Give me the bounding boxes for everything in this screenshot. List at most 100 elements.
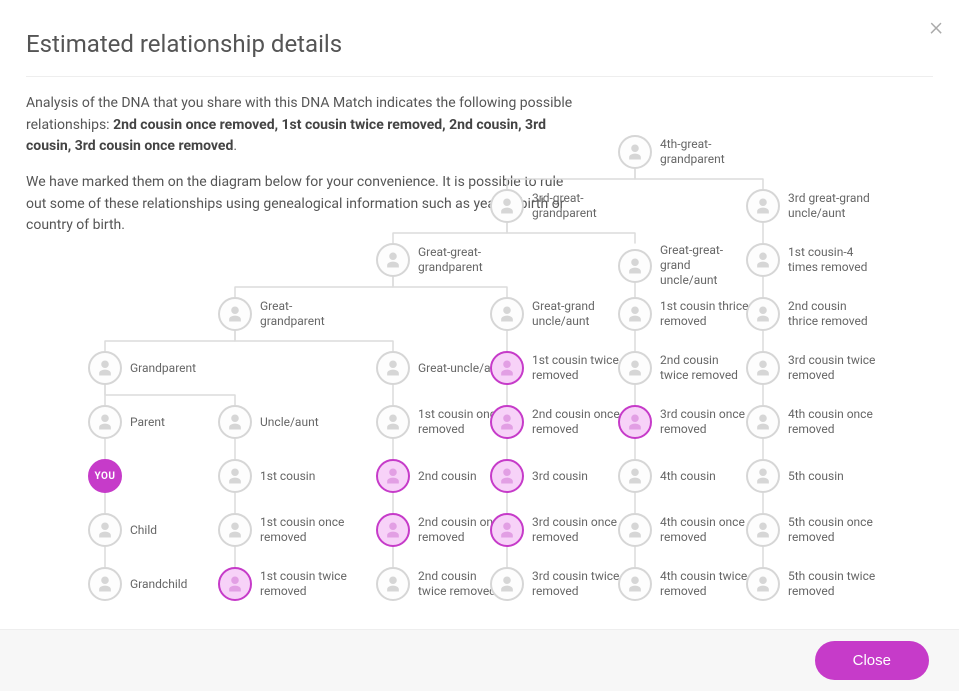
person-icon bbox=[376, 351, 410, 385]
tree-node-label: 1st cousin thrice removed bbox=[660, 299, 750, 329]
person-icon bbox=[490, 297, 524, 331]
person-icon bbox=[618, 513, 652, 547]
person-icon bbox=[746, 189, 780, 223]
person-icon bbox=[376, 567, 410, 601]
tree-node-n-r5c4: 3rd cousin once removed bbox=[618, 405, 750, 439]
person-icon bbox=[376, 243, 410, 277]
tree-node-label: Uncle/aunt bbox=[260, 415, 319, 430]
tree-node-label: Great-great-grand uncle/aunt bbox=[660, 243, 750, 288]
close-button[interactable]: Close bbox=[815, 641, 929, 680]
tree-node-n-r5c3: 2nd cousin once removed bbox=[490, 405, 622, 439]
tree-node-n-r4c0: Grandparent bbox=[88, 351, 196, 385]
tree-node-n-r5c5: 4th cousin once removed bbox=[746, 405, 878, 439]
person-icon bbox=[746, 405, 780, 439]
tree-node-label: 5th cousin once removed bbox=[788, 515, 878, 545]
tree-node-label: 1st cousin once removed bbox=[260, 515, 350, 545]
tree-node-label: 3rd cousin twice removed bbox=[788, 353, 878, 383]
person-icon bbox=[490, 513, 524, 547]
person-icon bbox=[218, 297, 252, 331]
tree-node-n-r5c0: Parent bbox=[88, 405, 165, 439]
person-icon bbox=[746, 243, 780, 277]
tree-node-label: 4th cousin twice removed bbox=[660, 569, 750, 599]
tree-node-label: 1st cousin-4 times removed bbox=[788, 245, 878, 275]
tree-node-n-r2c4: Great-great-grand uncle/aunt bbox=[618, 243, 750, 288]
tree-node-n-r1c5: 3rd great-grand uncle/aunt bbox=[746, 189, 878, 223]
tree-node-label: 1st cousin twice removed bbox=[532, 353, 622, 383]
tree-node-n-r7c2: 2nd cousin once removed bbox=[376, 513, 508, 547]
tree-node-n-r7c1: 1st cousin once removed bbox=[218, 513, 350, 547]
tree-node-label: 3rd cousin bbox=[532, 469, 588, 484]
person-icon bbox=[88, 567, 122, 601]
tree-node-n-r3c3: Great-grand uncle/aunt bbox=[490, 297, 622, 331]
tree-node-n-r7c3: 3rd cousin once removed bbox=[490, 513, 622, 547]
you-badge: YOU bbox=[88, 459, 122, 493]
person-icon bbox=[746, 459, 780, 493]
tree-node-n-r0c4: 4th-great-grandparent bbox=[618, 135, 750, 169]
person-icon bbox=[490, 405, 524, 439]
person-icon bbox=[618, 351, 652, 385]
divider bbox=[26, 76, 933, 77]
tree-node-label: 3rd-great-grandparent bbox=[532, 191, 622, 221]
tree-node-label: 4th cousin bbox=[660, 469, 716, 484]
tree-node-n-r7c5: 5th cousin once removed bbox=[746, 513, 878, 547]
tree-node-n-r6c1: 1st cousin bbox=[218, 459, 315, 493]
person-icon bbox=[490, 567, 524, 601]
tree-node-n-r6c5: 5th cousin bbox=[746, 459, 844, 493]
tree-node-n-r4c2: Great-uncle/aunt bbox=[376, 351, 508, 385]
tree-node-label: 5th cousin twice removed bbox=[788, 569, 878, 599]
tree-node-label: 3rd cousin once removed bbox=[660, 407, 750, 437]
tree-node-n-r6c3: 3rd cousin bbox=[490, 459, 588, 493]
person-icon bbox=[746, 297, 780, 331]
tree-node-n-r8c1: 1st cousin twice removed bbox=[218, 567, 350, 601]
person-icon bbox=[218, 459, 252, 493]
tree-node-label: 1st cousin bbox=[260, 469, 315, 484]
person-icon bbox=[746, 567, 780, 601]
person-icon bbox=[376, 513, 410, 547]
tree-node-n-r4c4: 2nd cousin twice removed bbox=[618, 351, 750, 385]
tree-node-n-r3c4: 1st cousin thrice removed bbox=[618, 297, 750, 331]
tree-node-label: 4th-great-grandparent bbox=[660, 137, 750, 167]
tree-node-n-r3c1: Great-grandparent bbox=[218, 297, 350, 331]
tree-node-n-r8c3: 3rd cousin twice removed bbox=[490, 567, 622, 601]
tree-node-n-r5c2: 1st cousin once removed bbox=[376, 405, 508, 439]
tree-node-label: 2nd cousin thrice removed bbox=[788, 299, 878, 329]
tree-node-n-r8c4: 4th cousin twice removed bbox=[618, 567, 750, 601]
tree-node-label: Grandchild bbox=[130, 577, 187, 592]
tree-node-label: Great-grandparent bbox=[260, 299, 350, 329]
tree-node-label: Child bbox=[130, 523, 157, 538]
person-icon bbox=[218, 405, 252, 439]
person-icon bbox=[746, 513, 780, 547]
tree-node-label: 5th cousin bbox=[788, 469, 844, 484]
tree-node-n-r4c5: 3rd cousin twice removed bbox=[746, 351, 878, 385]
tree-node-n-r4c3: 1st cousin twice removed bbox=[490, 351, 622, 385]
tree-node-n-r8c0: Grandchild bbox=[88, 567, 187, 601]
tree-node-n-r5c1: Uncle/aunt bbox=[218, 405, 319, 439]
tree-node-label: Great-grand uncle/aunt bbox=[532, 299, 622, 329]
tree-node-label: 3rd cousin twice removed bbox=[532, 569, 622, 599]
tree-node-label: Grandparent bbox=[130, 361, 196, 376]
tree-node-n-r2c2: Great-great-grandparent bbox=[376, 243, 508, 277]
tree-node-label: 1st cousin twice removed bbox=[260, 569, 350, 599]
tree-node-label: 2nd cousin twice removed bbox=[660, 353, 750, 383]
tree-node-n-r6c2: 2nd cousin bbox=[376, 459, 477, 493]
tree-node-n-r6c0: YOU bbox=[88, 459, 122, 493]
tree-node-label: 4th cousin once removed bbox=[788, 407, 878, 437]
person-icon bbox=[746, 351, 780, 385]
tree-node-label: 2nd cousin bbox=[418, 469, 477, 484]
close-icon[interactable]: × bbox=[929, 12, 943, 42]
page-title: Estimated relationship details bbox=[26, 30, 933, 58]
tree-node-n-r3c5: 2nd cousin thrice removed bbox=[746, 297, 878, 331]
tree-node-label: Great-great-grandparent bbox=[418, 245, 508, 275]
person-icon bbox=[490, 459, 524, 493]
tree-node-n-r1c3: 3rd-great-grandparent bbox=[490, 189, 622, 223]
person-icon bbox=[490, 351, 524, 385]
tree-node-label: 4th cousin once removed bbox=[660, 515, 750, 545]
person-icon bbox=[88, 513, 122, 547]
tree-node-n-r6c4: 4th cousin bbox=[618, 459, 716, 493]
tree-node-label: Parent bbox=[130, 415, 165, 430]
person-icon bbox=[490, 189, 524, 223]
tree-node-n-r7c0: Child bbox=[88, 513, 157, 547]
person-icon bbox=[618, 567, 652, 601]
tree-node-label: 2nd cousin once removed bbox=[532, 407, 622, 437]
person-icon bbox=[618, 459, 652, 493]
